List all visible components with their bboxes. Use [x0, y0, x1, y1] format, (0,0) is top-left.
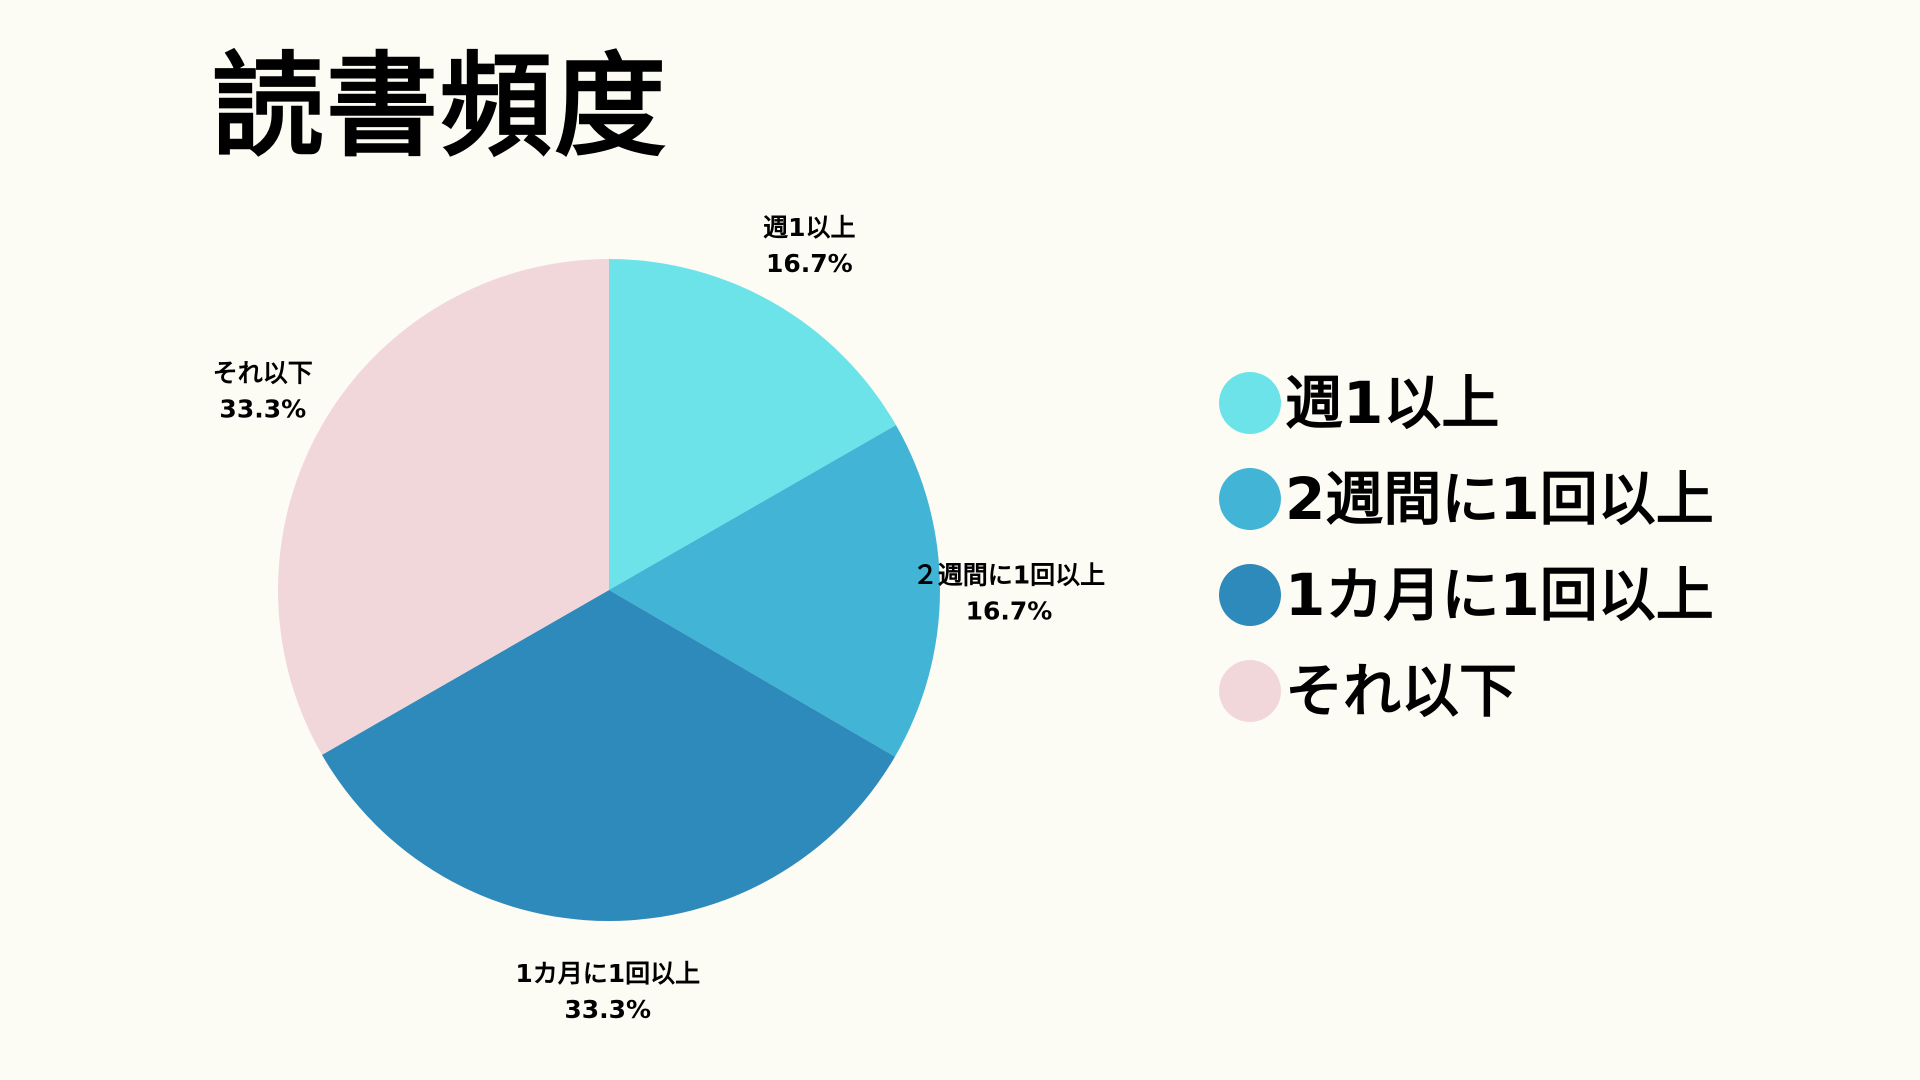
legend-item-biweekly: 2週間に1回以上 [1219, 451, 1714, 547]
pie-slice-weekly [609, 259, 897, 590]
slice-category-label: 週1以上 [763, 213, 855, 242]
slice-category-label: ２週間に1回以上 [913, 560, 1105, 589]
chart-title: 読書頻度 [212, 42, 668, 172]
legend-swatch [1219, 660, 1281, 722]
pie-slice-less [277, 259, 609, 755]
legend-item-monthly: 1カ月に1回以上 [1219, 547, 1714, 643]
legend-item-weekly: 週1以上 [1219, 355, 1714, 451]
slice-category-label: 1カ月に1回以上 [515, 959, 700, 988]
slice-value-label: 33.3% [219, 395, 306, 424]
legend-label: 1カ月に1回以上 [1285, 561, 1714, 629]
legend: 週1以上 2週間に1回以上 1カ月に1回以上 それ以下 [1219, 355, 1714, 739]
pie-slice-biweekly [609, 425, 940, 757]
legend-swatch [1219, 372, 1281, 434]
legend-label: 週1以上 [1285, 369, 1500, 437]
slice-value-label: 16.7% [966, 596, 1053, 625]
legend-swatch [1219, 468, 1281, 530]
legend-item-less: それ以下 [1219, 643, 1714, 739]
legend-label: それ以下 [1285, 657, 1518, 725]
slice-value-label: 33.3% [564, 995, 651, 1024]
slice-value-label: 16.7% [766, 249, 853, 278]
slice-category-label: それ以下 [213, 359, 313, 388]
pie-slice-monthly [321, 590, 895, 922]
legend-swatch [1219, 564, 1281, 626]
legend-label: 2週間に1回以上 [1285, 465, 1714, 533]
